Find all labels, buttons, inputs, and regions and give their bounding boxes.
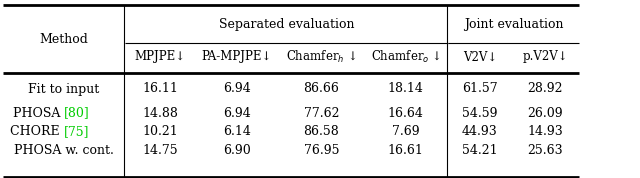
Text: Chamfer$_h$ ↓: Chamfer$_h$ ↓	[286, 49, 356, 65]
Text: Chamfer$_o$ ↓: Chamfer$_o$ ↓	[371, 49, 441, 65]
Text: 10.21: 10.21	[142, 125, 178, 138]
Text: 44.93: 44.93	[462, 125, 498, 138]
Text: p.V2V↓: p.V2V↓	[522, 50, 568, 64]
Text: V2V↓: V2V↓	[463, 50, 497, 64]
Text: 28.92: 28.92	[527, 82, 563, 96]
Text: 77.62: 77.62	[303, 106, 339, 120]
Text: CHORE: CHORE	[10, 125, 64, 138]
Text: 6.94: 6.94	[223, 82, 251, 96]
Text: 16.64: 16.64	[388, 106, 424, 120]
Text: 6.94: 6.94	[223, 106, 251, 120]
Text: 76.95: 76.95	[303, 144, 339, 157]
Text: 54.59: 54.59	[462, 106, 498, 120]
Text: 54.21: 54.21	[462, 144, 498, 157]
Text: 18.14: 18.14	[388, 82, 424, 96]
Text: 16.11: 16.11	[142, 82, 178, 96]
Text: 14.75: 14.75	[142, 144, 178, 157]
Text: 86.58: 86.58	[303, 125, 339, 138]
Text: 16.61: 16.61	[388, 144, 424, 157]
Text: Separated evaluation: Separated evaluation	[219, 17, 354, 31]
Text: 14.93: 14.93	[527, 125, 563, 138]
Text: PHOSA: PHOSA	[13, 106, 64, 120]
Text: Fit to input: Fit to input	[28, 82, 100, 96]
Text: PHOSA w. cont.: PHOSA w. cont.	[14, 144, 114, 157]
Text: [75]: [75]	[64, 125, 90, 138]
Text: 6.14: 6.14	[223, 125, 251, 138]
Text: 26.09: 26.09	[527, 106, 563, 120]
Text: Method: Method	[40, 33, 88, 46]
Text: [80]: [80]	[64, 106, 90, 120]
Text: 86.66: 86.66	[303, 82, 339, 96]
Text: 25.63: 25.63	[527, 144, 563, 157]
Text: PA-MPJPE↓: PA-MPJPE↓	[202, 50, 272, 64]
Text: 7.69: 7.69	[392, 125, 420, 138]
Text: 61.57: 61.57	[462, 82, 498, 96]
Text: 14.88: 14.88	[142, 106, 178, 120]
Text: Joint evaluation: Joint evaluation	[464, 17, 563, 31]
Text: MPJPE↓: MPJPE↓	[134, 50, 186, 64]
Text: 6.90: 6.90	[223, 144, 251, 157]
